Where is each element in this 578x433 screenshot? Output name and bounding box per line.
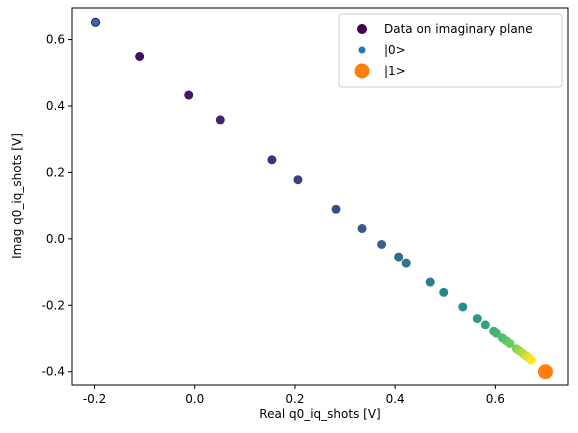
legend-box — [338, 13, 563, 88]
data-point — [331, 204, 341, 214]
data-point — [184, 90, 194, 100]
state-1-point — [537, 364, 553, 380]
data-points-layer — [91, 17, 553, 380]
x-tick-label: 0.4 — [386, 392, 405, 406]
y-tick-label: 0.2 — [46, 165, 65, 179]
x-tick-label: -0.2 — [83, 392, 106, 406]
data-point — [480, 320, 490, 330]
data-point — [267, 155, 277, 165]
data-point — [377, 239, 387, 249]
y-tick-label: -0.2 — [42, 298, 65, 312]
data-point — [472, 314, 482, 324]
legend-label-state-1: |1> — [384, 64, 406, 78]
data-point — [215, 115, 225, 125]
data-point — [505, 338, 515, 348]
data-point — [293, 175, 303, 185]
data-point — [357, 224, 367, 234]
data-point — [526, 355, 536, 365]
x-tick-label: 0.0 — [185, 392, 204, 406]
state-0-point — [92, 18, 100, 26]
legend-marker-state-1 — [354, 63, 370, 79]
y-axis-ticks: -0.4 -0.2 0.0 0.2 0.4 0.6 — [42, 33, 72, 379]
data-point — [401, 258, 411, 268]
y-tick-label: -0.4 — [42, 365, 65, 379]
legend-label-state-0: |0> — [384, 43, 406, 57]
legend-marker-data — [357, 24, 367, 34]
legend: Data on imaginary plane |0> |1> — [338, 13, 563, 88]
x-tick-label: 0.6 — [486, 392, 505, 406]
x-tick-label: 0.2 — [285, 392, 304, 406]
data-point — [425, 277, 435, 287]
y-tick-label: 0.6 — [46, 33, 65, 47]
x-axis-label: Real q0_iq_shots [V] — [259, 407, 380, 421]
data-point — [439, 287, 449, 297]
data-point — [135, 51, 145, 61]
y-axis-label: Imag q0_iq_shots [V] — [10, 133, 24, 259]
y-tick-label: 0.4 — [46, 99, 65, 113]
y-tick-label: 0.0 — [46, 232, 65, 246]
data-point — [458, 302, 468, 312]
x-axis-ticks: -0.2 0.0 0.2 0.4 0.6 — [83, 385, 505, 406]
data-point — [394, 252, 404, 262]
legend-label-data: Data on imaginary plane — [384, 22, 533, 36]
legend-marker-state-0 — [358, 46, 366, 54]
